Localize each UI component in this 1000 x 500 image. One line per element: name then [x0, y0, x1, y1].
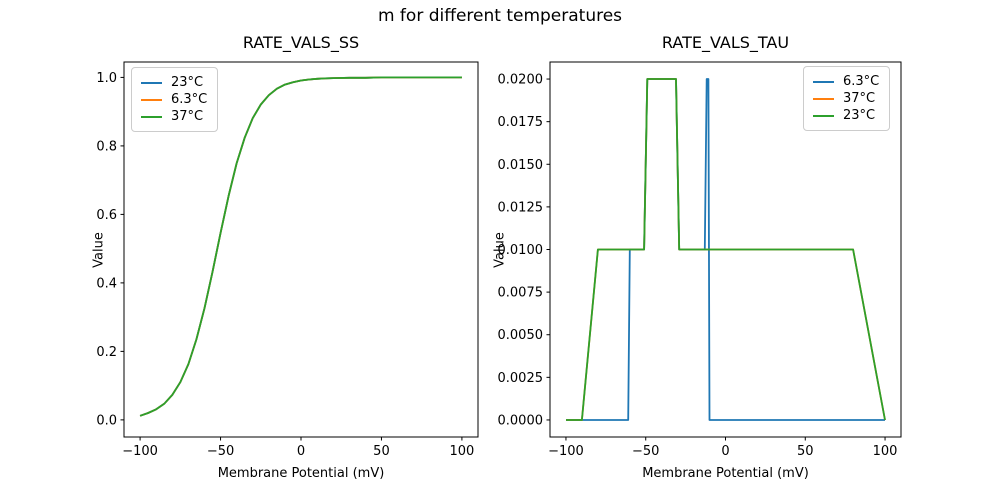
y-tick-label: 0.6 [96, 208, 117, 223]
legend-entry: 37°C [813, 90, 879, 107]
legend-line-swatch [141, 81, 162, 84]
y-tick-label: 0.0075 [498, 286, 544, 301]
y-tick-label: 0.0050 [498, 328, 544, 343]
x-tick-label: 0 [721, 444, 729, 459]
y-tick-label: 0.0025 [498, 371, 544, 386]
y-tick-label: 0.8 [96, 139, 117, 154]
y-tick-label: 0.0175 [498, 115, 544, 130]
y-tick-label: 1.0 [96, 71, 117, 86]
y-tick-label: 0.2 [96, 345, 117, 360]
legend-line-swatch [813, 80, 834, 83]
y-tick-label: 0.0200 [498, 73, 544, 88]
legend-entry: 6.3°C [813, 73, 879, 90]
y-tick-label: 0.0150 [498, 158, 544, 173]
x-tick-label: −50 [632, 444, 659, 459]
y-tick-label: 0.0000 [498, 413, 544, 428]
legend-line-swatch [813, 97, 834, 100]
left-plot-legend: 23°C 6.3°C 37°C [131, 67, 219, 132]
x-tick-label: −100 [122, 444, 158, 459]
legend-entry: 6.3°C [141, 91, 207, 108]
legend-entry: 23°C [141, 74, 207, 91]
left-plot-title: RATE_VALS_SS [242, 33, 360, 52]
right-plot-legend: 6.3°C 37°C 23°C [803, 66, 891, 131]
legend-label: 37°C [843, 91, 876, 106]
legend-label: 23°C [843, 108, 876, 123]
legend-entry: 37°C [141, 108, 207, 125]
legend-label: 37°C [171, 109, 204, 124]
right-plot-xlabel: Membrane Potential (mV) [642, 466, 809, 481]
legend-line-swatch [813, 114, 834, 117]
x-tick-label: −100 [548, 444, 584, 459]
left-plot-ylabel: Value [91, 232, 107, 268]
legend-label: 6.3°C [171, 92, 208, 107]
series-line-37°C [139, 76, 462, 417]
x-tick-label: 100 [873, 444, 898, 459]
y-tick-label: 0.0100 [498, 243, 544, 258]
x-tick-label: 100 [449, 444, 474, 459]
right-plot-title: RATE_VALS_TAU [661, 33, 790, 52]
figure-title: m for different temperatures [377, 6, 623, 26]
left-plot-xlabel: Membrane Potential (mV) [217, 466, 385, 481]
y-tick-label: 0.4 [96, 276, 117, 291]
series-line-23°C [566, 78, 886, 421]
legend-line-swatch [141, 115, 162, 118]
x-tick-label: 50 [373, 444, 390, 459]
legend-label: 23°C [171, 75, 204, 90]
x-tick-label: 50 [797, 444, 814, 459]
y-tick-label: 0.0125 [498, 200, 544, 215]
x-tick-label: 0 [297, 444, 305, 459]
x-tick-label: −50 [207, 444, 234, 459]
legend-label: 6.3°C [843, 74, 880, 89]
y-tick-label: 0.0 [96, 413, 117, 428]
legend-entry: 23°C [813, 107, 879, 124]
right-plot-ylabel: Value [492, 232, 508, 268]
legend-line-swatch [141, 98, 162, 101]
